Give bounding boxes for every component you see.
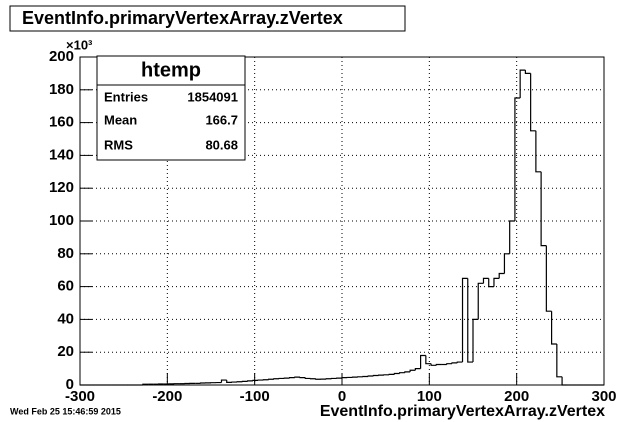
y-tick-label: 40 xyxy=(57,310,74,327)
bin xyxy=(142,383,149,385)
bin xyxy=(393,372,400,375)
bin xyxy=(220,379,227,383)
bin xyxy=(561,376,568,386)
stats-label: Mean xyxy=(104,112,137,127)
y-tick-label: 180 xyxy=(49,81,74,98)
y-tick-label: 60 xyxy=(57,278,74,295)
bin xyxy=(404,371,411,373)
bin xyxy=(540,171,547,247)
y-multiplier: ×10³ xyxy=(66,37,93,52)
bin xyxy=(477,282,484,320)
stats-box xyxy=(96,55,246,161)
y-tick-label: 160 xyxy=(49,114,74,131)
bin xyxy=(535,130,542,173)
x-tick-label: -200 xyxy=(152,388,182,405)
stats-label: RMS xyxy=(104,137,133,152)
bin xyxy=(430,363,437,366)
bin xyxy=(446,363,453,365)
stats-name: htemp xyxy=(141,59,201,81)
x-tick-label: 100 xyxy=(417,388,442,405)
bin xyxy=(451,362,458,364)
bin xyxy=(551,311,557,345)
title-box xyxy=(9,5,406,32)
bin xyxy=(304,377,311,380)
bin xyxy=(503,253,510,274)
bin xyxy=(524,70,531,74)
bin xyxy=(545,245,552,312)
bin xyxy=(519,69,526,98)
stats-value: 166.7 xyxy=(205,112,238,127)
bin xyxy=(226,380,232,383)
y-tick-label: 120 xyxy=(49,179,74,196)
bin xyxy=(482,277,489,284)
x-tick-label: 200 xyxy=(504,388,529,405)
bin xyxy=(498,272,505,279)
bin xyxy=(509,220,515,254)
bin xyxy=(461,277,468,363)
bin xyxy=(556,344,563,378)
y-tick-label: 80 xyxy=(57,245,74,262)
bin xyxy=(409,369,416,372)
bin xyxy=(488,278,494,288)
bin xyxy=(456,361,463,363)
y-tick-label: 0 xyxy=(66,376,74,393)
y-tick-label: 100 xyxy=(49,212,74,229)
stats-value: 1854091 xyxy=(187,89,238,104)
x-tick-label: -100 xyxy=(240,388,270,405)
bin xyxy=(472,318,479,363)
chart-title: EventInfo.primaryVertexArray.zVertex xyxy=(22,8,343,28)
bin xyxy=(399,372,405,374)
x-tick-label: -300 xyxy=(65,388,95,405)
y-tick-label: 200 xyxy=(49,48,74,65)
x-tick-label: 300 xyxy=(591,388,616,405)
y-tick-label: 140 xyxy=(49,146,74,163)
bin xyxy=(493,277,500,287)
bin xyxy=(530,73,536,132)
x-tick-label: 0 xyxy=(338,388,346,405)
y-tick-label: 20 xyxy=(57,343,74,360)
bin xyxy=(467,278,473,363)
stats-label: Entries xyxy=(104,89,148,104)
stats-value: 80.68 xyxy=(205,137,238,152)
bin xyxy=(435,363,442,366)
bin xyxy=(514,97,521,221)
timestamp: Wed Feb 25 15:46:59 2015 xyxy=(10,406,121,416)
bin xyxy=(414,368,421,371)
x-axis-label: EventInfo.primaryVertexArray.zVertex xyxy=(320,403,605,420)
bin xyxy=(420,354,426,369)
bin xyxy=(425,355,432,365)
